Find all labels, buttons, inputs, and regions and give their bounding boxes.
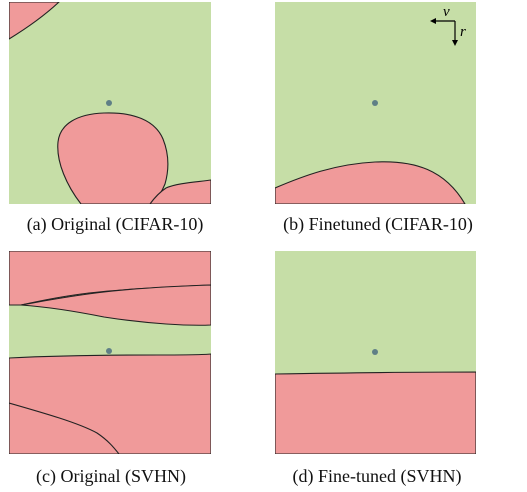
region-red-bottom-half bbox=[275, 371, 476, 454]
region-red-center-blob bbox=[57, 112, 169, 204]
v-axis-label: v bbox=[443, 4, 450, 20]
origin-dot bbox=[106, 100, 112, 106]
panel-a-plot bbox=[9, 2, 211, 204]
caption-b: (b) Finetuned (CIFAR-10) bbox=[283, 214, 473, 234]
panel-a-original-cifar10 bbox=[9, 2, 211, 204]
caption-a: (a) Original (CIFAR-10) bbox=[26, 214, 204, 234]
r-arrowhead bbox=[452, 40, 458, 46]
panel-d-finetuned-svhn bbox=[275, 251, 476, 454]
origin-dot bbox=[106, 348, 112, 354]
origin-dot bbox=[372, 349, 378, 355]
axis-indicator: v r bbox=[430, 4, 466, 46]
region-red-bottom bbox=[275, 161, 466, 204]
origin-dot bbox=[372, 100, 378, 106]
region-red-lower bbox=[9, 353, 211, 454]
region-red-sliver bbox=[20, 284, 211, 326]
panel-c-original-svhn bbox=[9, 251, 211, 454]
v-arrowhead bbox=[430, 18, 436, 24]
panel-c-plot bbox=[9, 251, 211, 454]
r-axis-label: r bbox=[460, 24, 466, 40]
panel-b-finetuned-cifar10: v r bbox=[275, 2, 476, 204]
inner-boundary-curve bbox=[9, 402, 120, 454]
region-red-top-left bbox=[9, 2, 60, 40]
panel-d-plot bbox=[275, 251, 476, 454]
panel-b-plot: v r bbox=[275, 2, 476, 204]
caption-c: (c) Original (SVHN) bbox=[36, 466, 186, 486]
caption-d: (d) Fine-tuned (SVHN) bbox=[292, 466, 462, 486]
region-red-right-strip bbox=[149, 179, 211, 204]
